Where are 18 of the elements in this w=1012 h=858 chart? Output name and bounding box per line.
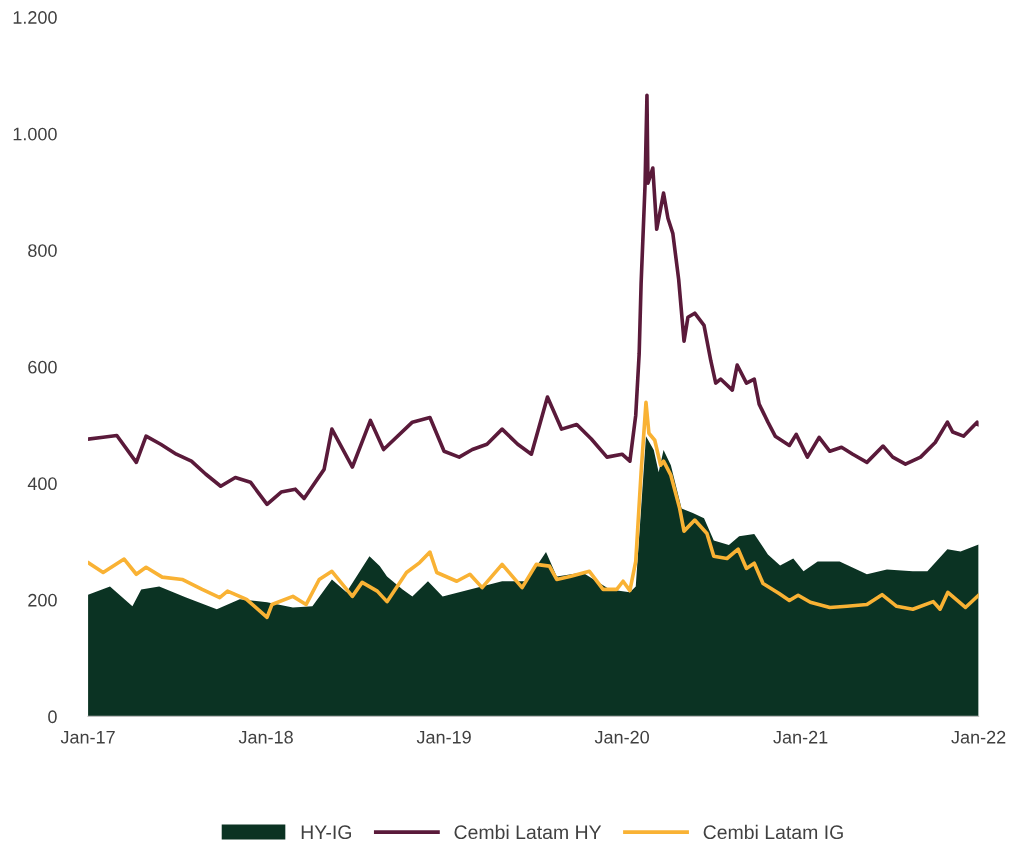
y-tick-label: 400 [27, 477, 57, 491]
y-tick-label: 200 [28, 593, 57, 607]
y-tick-label: 1.200 [13, 11, 57, 24]
x-tick-label: Jan-18 [238, 730, 293, 744]
legend-label: Cembi Latam IG [703, 824, 843, 840]
y-tick-label: 1.000 [13, 127, 57, 141]
legend-label: HY-IG [301, 825, 351, 840]
y-tick-label: 800 [28, 244, 57, 257]
x-tick-label: Jan-19 [416, 730, 471, 744]
x-tick-label: Jan-20 [594, 730, 649, 744]
x-tick-label: Jan-21 [773, 730, 828, 744]
x-tick-label: Jan-17 [60, 730, 115, 744]
y-tick-label: 600 [28, 360, 57, 374]
y-tick-label: 0 [48, 710, 57, 724]
x-tick-label: Jan-22 [951, 730, 1006, 744]
legend-label: Cembi Latam HY [454, 824, 602, 840]
line-series [88, 93, 979, 507]
line-series [88, 400, 979, 620]
